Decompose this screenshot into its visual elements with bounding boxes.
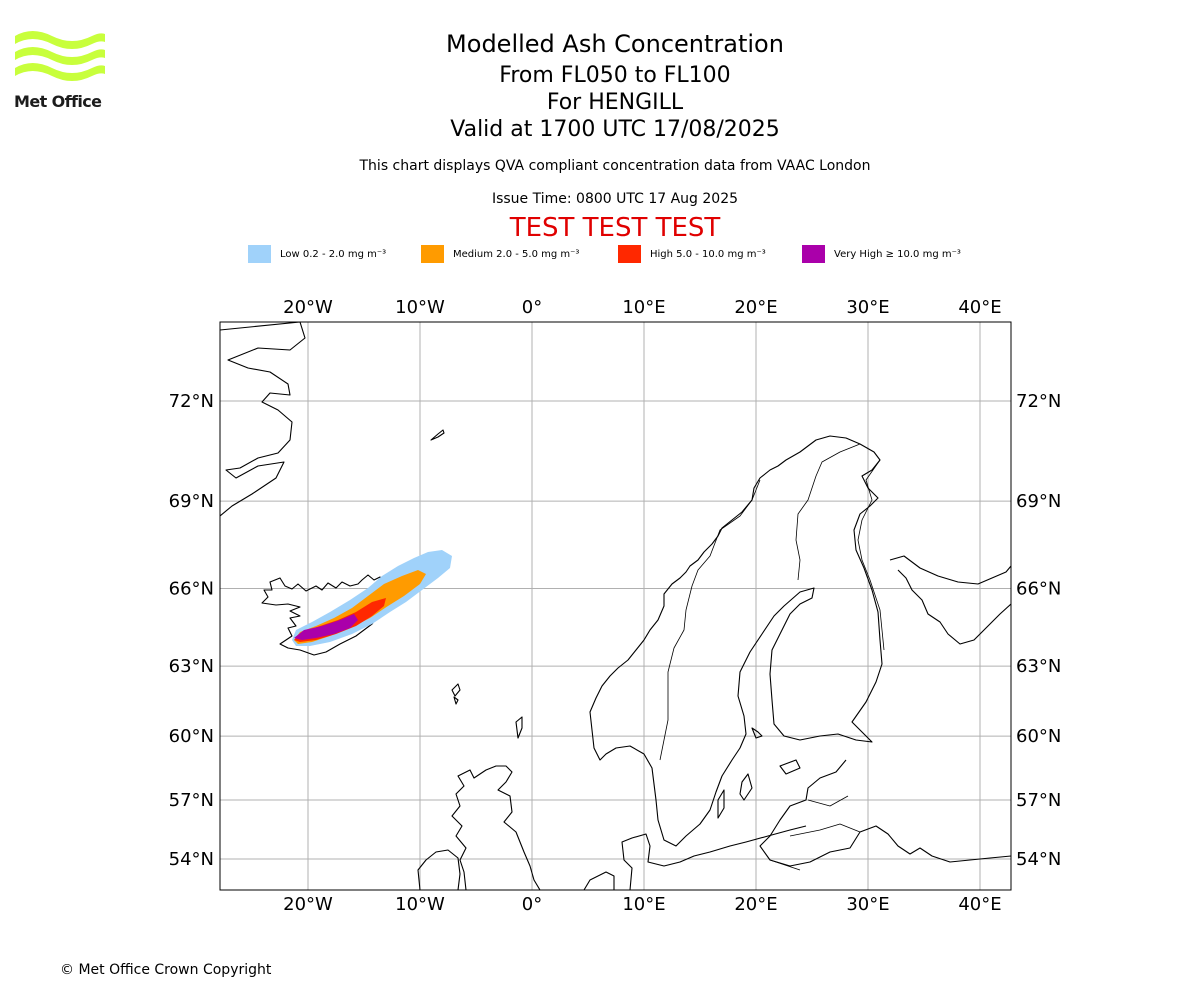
lat-tick-label-left: 57°N bbox=[169, 790, 214, 811]
met-office-logo-icon bbox=[15, 31, 105, 81]
lat-tick-label-left: 66°N bbox=[169, 579, 214, 600]
map-grid bbox=[220, 322, 1011, 890]
ash-plume bbox=[292, 550, 452, 646]
lon-tick-label-top: 40°E bbox=[958, 297, 1001, 318]
coastlines bbox=[220, 322, 1011, 890]
scandinavia-coast bbox=[589, 435, 883, 847]
finland-russia-border bbox=[857, 459, 885, 651]
legend-item-low: Low 0.2 - 2.0 mg m⁻³ bbox=[248, 244, 386, 264]
ash-very-high-region bbox=[294, 614, 358, 640]
legend-item-high: High 5.0 - 10.0 mg m⁻³ bbox=[618, 244, 766, 264]
iceland-coast bbox=[261, 574, 399, 656]
lon-tick-label-top: 20°W bbox=[283, 297, 333, 318]
ireland-coast bbox=[417, 849, 461, 890]
jan-mayen-coast bbox=[430, 429, 445, 441]
shetland-coast bbox=[515, 716, 523, 739]
lon-tick-label-top: 10°W bbox=[395, 297, 445, 318]
legend: Low 0.2 - 2.0 mg m⁻³ Medium 2.0 - 5.0 mg… bbox=[248, 244, 1008, 264]
lat-tick-label-left: 54°N bbox=[169, 849, 214, 870]
baltic-borders bbox=[769, 795, 861, 871]
chart-title: Modelled Ash Concentration bbox=[446, 30, 784, 58]
greenland-coast bbox=[220, 322, 306, 517]
lon-tick-label-top: 0° bbox=[522, 297, 542, 318]
norway-sweden-border bbox=[659, 479, 761, 761]
lon-tick-label-bottom: 40°E bbox=[958, 894, 1001, 915]
lat-tick-label-right: 69°N bbox=[1016, 491, 1061, 512]
lon-tick-label-bottom: 10°W bbox=[395, 894, 445, 915]
legend-swatch-low bbox=[248, 245, 271, 263]
lat-tick-label-right: 60°N bbox=[1016, 726, 1061, 747]
legend-swatch-very-high bbox=[802, 245, 825, 263]
lat-tick-label-right: 72°N bbox=[1016, 391, 1061, 412]
lat-tick-label-right: 66°N bbox=[1016, 579, 1061, 600]
lon-tick-label-bottom: 20°E bbox=[734, 894, 777, 915]
lat-tick-label-left: 69°N bbox=[169, 491, 214, 512]
kola-coast bbox=[889, 555, 1011, 645]
test-banner: TEST TEST TEST bbox=[509, 213, 721, 243]
legend-item-medium: Medium 2.0 - 5.0 mg m⁻³ bbox=[421, 244, 579, 264]
flight-levels: From FL050 to FL100 bbox=[499, 63, 731, 88]
lat-tick-label-left: 63°N bbox=[169, 656, 214, 677]
continent-coast bbox=[583, 825, 807, 890]
saaremaa-coast bbox=[779, 759, 801, 775]
lon-tick-label-top: 20°E bbox=[734, 297, 777, 318]
lon-tick-label-top: 30°E bbox=[846, 297, 889, 318]
valid-time: Valid at 1700 UTC 17/08/2025 bbox=[450, 117, 780, 142]
lon-tick-label-bottom: 10°E bbox=[622, 894, 665, 915]
oland-coast bbox=[717, 789, 725, 819]
sweden-finland-border bbox=[795, 443, 861, 581]
baltic-coast bbox=[759, 759, 1011, 867]
lat-tick-label-right: 54°N bbox=[1016, 849, 1061, 870]
gotland-coast bbox=[739, 773, 753, 801]
legend-label-medium: Medium 2.0 - 5.0 mg m⁻³ bbox=[453, 248, 580, 260]
legend-label-very-high: Very High ≥ 10.0 mg m⁻³ bbox=[834, 248, 961, 260]
legend-swatch-high bbox=[618, 245, 641, 263]
legend-label-high: High 5.0 - 10.0 mg m⁻³ bbox=[650, 248, 766, 260]
lon-tick-label-top: 10°E bbox=[622, 297, 665, 318]
legend-item-very-high: Very High ≥ 10.0 mg m⁻³ bbox=[802, 244, 961, 264]
lon-tick-label-bottom: 20°W bbox=[283, 894, 333, 915]
legend-swatch-medium bbox=[421, 245, 444, 263]
lat-tick-label-left: 72°N bbox=[169, 391, 214, 412]
lat-tick-label-left: 60°N bbox=[169, 726, 214, 747]
lat-tick-label-right: 63°N bbox=[1016, 656, 1061, 677]
britain-coast bbox=[451, 765, 541, 890]
map-frame bbox=[219, 321, 1012, 891]
copyright: © Met Office Crown Copyright bbox=[60, 962, 272, 978]
volcano-name: For HENGILL bbox=[546, 90, 684, 115]
compliance-note: This chart displays QVA compliant concen… bbox=[359, 158, 871, 174]
lat-tick-label-right: 57°N bbox=[1016, 790, 1061, 811]
issue-time: Issue Time: 0800 UTC 17 Aug 2025 bbox=[491, 191, 739, 207]
aland-coast bbox=[751, 727, 763, 739]
lon-tick-label-bottom: 30°E bbox=[846, 894, 889, 915]
legend-label-low: Low 0.2 - 2.0 mg m⁻³ bbox=[280, 248, 387, 260]
faroe-coast bbox=[451, 683, 461, 705]
logo-text: Met Office bbox=[14, 92, 102, 111]
map-tick-labels: 20°W 20°W 10°W 10°W 0° 0° 10°E 10°E 20°E 20°E 30°E… bbox=[169, 297, 1062, 915]
lon-tick-label-bottom: 0° bbox=[522, 894, 542, 915]
